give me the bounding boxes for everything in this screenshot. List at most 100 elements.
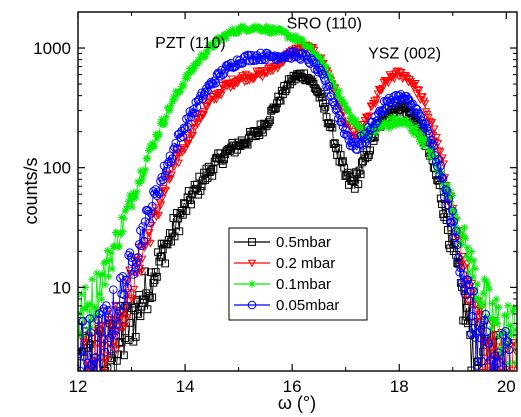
data-point	[93, 375, 101, 383]
data-point	[475, 327, 484, 336]
data-point	[460, 223, 469, 232]
data-point	[153, 135, 161, 143]
data-point	[427, 119, 437, 127]
data-point	[299, 36, 307, 45]
data-point	[334, 92, 343, 100]
data-point	[194, 56, 202, 64]
data-point	[428, 139, 437, 149]
data-point	[201, 176, 210, 184]
data-point	[406, 119, 414, 127]
data-point	[453, 215, 462, 223]
data-point	[476, 333, 486, 343]
data-point	[488, 299, 497, 308]
data-point	[489, 367, 498, 371]
data-point	[372, 96, 381, 104]
data-point	[78, 346, 86, 356]
data-point	[385, 124, 393, 133]
data-point	[78, 366, 85, 371]
legend: 0.5mbar 0.2 mbar 0.1mbar 0.05mbar	[228, 227, 368, 321]
data-point	[444, 194, 454, 204]
data-point	[92, 386, 99, 393]
data-point	[190, 123, 200, 132]
data-point	[487, 325, 496, 333]
data-point	[277, 53, 287, 63]
data-point	[393, 67, 403, 76]
data-point	[83, 358, 92, 368]
data-point	[187, 109, 197, 118]
data-point	[461, 316, 470, 325]
data-point	[452, 224, 460, 232]
data-point	[131, 333, 140, 341]
data-point	[384, 79, 393, 88]
data-point	[491, 315, 499, 324]
data-point	[96, 271, 105, 280]
data-point	[486, 392, 493, 399]
data-point	[266, 116, 274, 125]
data-point	[126, 253, 136, 262]
data-point	[343, 105, 352, 114]
data-point	[413, 86, 423, 94]
data-point	[155, 257, 164, 266]
data-point	[493, 320, 502, 328]
data-point	[112, 372, 119, 379]
data-point	[510, 338, 517, 347]
x-tick-label: 14	[176, 377, 195, 396]
data-point	[183, 74, 192, 83]
data-point	[198, 176, 207, 185]
data-point	[507, 366, 517, 371]
data-point	[174, 159, 184, 168]
legend-marker	[247, 259, 257, 268]
data-point	[429, 141, 438, 151]
legend-marker	[247, 300, 257, 310]
data-point	[412, 122, 420, 131]
data-point	[136, 167, 145, 175]
data-point	[252, 22, 260, 30]
data-point	[150, 142, 159, 150]
data-point	[427, 135, 436, 145]
data-point	[172, 144, 182, 153]
data-point	[341, 125, 350, 135]
peak-annotation: SRO (110)	[287, 16, 362, 33]
data-point	[137, 255, 147, 264]
data-point	[470, 333, 480, 342]
data-point	[326, 72, 334, 80]
data-point	[180, 146, 189, 155]
data-point	[348, 114, 357, 122]
data-point	[308, 77, 317, 86]
data-point	[148, 293, 157, 302]
data-point	[440, 185, 449, 194]
data-point	[288, 48, 297, 57]
data-point	[158, 175, 168, 185]
data-point	[88, 379, 95, 386]
data-point	[352, 115, 360, 124]
data-point	[378, 123, 386, 132]
data-point	[473, 280, 482, 288]
data-point	[167, 154, 177, 163]
data-point	[320, 104, 329, 113]
data-point	[101, 301, 111, 310]
data-point	[451, 226, 461, 236]
data-point	[179, 80, 187, 88]
data-point	[228, 25, 237, 33]
data-point	[443, 200, 453, 210]
data-point	[355, 122, 364, 131]
data-point	[268, 23, 277, 32]
data-point	[162, 166, 171, 176]
data-point	[81, 331, 90, 340]
data-point	[337, 117, 347, 127]
data-point	[472, 317, 481, 326]
data-point	[506, 321, 515, 330]
data-point	[206, 42, 214, 50]
legend-label: 0.5mbar	[276, 234, 331, 251]
data-point	[465, 268, 473, 276]
data-point	[118, 227, 127, 236]
data-point	[411, 80, 420, 88]
data-point	[434, 155, 443, 164]
data-point	[128, 203, 136, 211]
data-point	[445, 193, 453, 202]
annotation-layer: PZT (110) SRO (110) YSZ (002)	[155, 16, 441, 63]
data-point	[427, 149, 436, 157]
data-point	[200, 87, 210, 97]
data-point	[85, 340, 94, 349]
data-point	[80, 339, 89, 347]
